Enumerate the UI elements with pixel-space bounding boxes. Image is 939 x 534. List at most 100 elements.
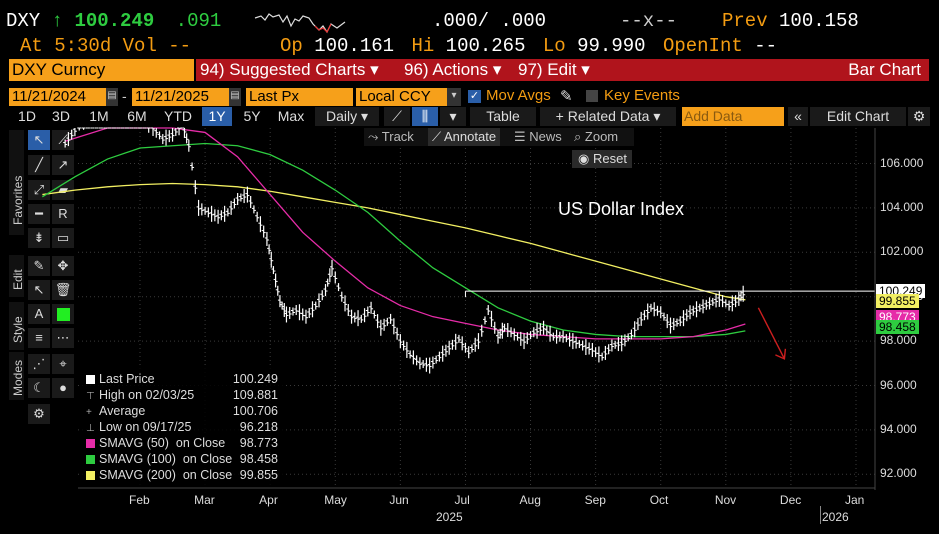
track-button[interactable]: ⤳ Track [368,129,414,145]
bid-ask: .000/ .000 [432,10,547,32]
header-row-1: DXY ↑ 100.249 .091 [6,10,221,32]
news-button[interactable]: ☰ News [514,129,562,145]
segment-icon[interactable]: ╱ [28,155,50,175]
period-1m[interactable]: 1M [89,108,109,124]
period-1d[interactable]: 1D [18,108,36,124]
period-1y[interactable]: 1Y [202,107,232,126]
mov-avgs-label[interactable]: Mov Avgs [486,87,551,104]
legend-row[interactable]: ⊥ Low on 09/17/25 96.218 [86,420,278,436]
legend-row[interactable]: + Average 100.706 [86,404,278,420]
key-events-checkbox[interactable] [586,90,598,102]
x-tick-label: Oct [649,493,669,507]
zoom-label: Zoom [584,129,619,144]
chart-type-label[interactable]: Bar Chart [603,59,929,81]
table-button[interactable]: Table [470,107,536,126]
pencil-icon[interactable]: ✎ [28,256,50,276]
vol-value: -- [168,35,192,57]
key-events-label[interactable]: Key Events [604,87,680,104]
add-data-input[interactable]: Add Data [682,107,784,126]
edit-chart-button[interactable]: Edit Chart [810,107,906,126]
dashed-icon[interactable]: ⋰ [28,354,50,374]
period-max[interactable]: Max [277,108,305,124]
channel-icon[interactable]: ▰ [52,180,74,200]
legend-value: 98.458 [239,452,278,466]
zoom-button[interactable]: ⌕ Zoom [574,129,618,145]
double-chevron-left-icon[interactable]: « [788,107,808,126]
legend-label: High on 02/03/25 [99,388,195,402]
color-swatch-icon[interactable] [52,304,74,324]
magnet-icon[interactable]: ☾ [28,378,50,398]
period-ytd[interactable]: YTD [164,108,192,124]
legend-row[interactable]: SMAVG (100) on Close 98.458 [86,452,278,467]
end-date-input[interactable]: 11/21/2025 [132,88,231,106]
reset-button[interactable]: ◉ Reset [572,150,632,168]
legend-row[interactable]: Last Price 100.249 [86,372,278,387]
gear-icon[interactable]: ⚙ [908,107,930,126]
date-separator: - [122,88,127,104]
palette-icon[interactable]: ● [52,378,74,398]
vol-label: Vol [122,35,157,57]
related-data-button[interactable]: + Related Data ▾ [540,107,676,126]
legend-label: SMAVG (100) on Close [99,452,233,466]
bar-chart-icon[interactable]: ⫼ [412,107,438,126]
edit-menu[interactable]: 97) Edit ▾ [514,59,603,81]
edit-tab[interactable] [9,255,24,297]
favorites-tab[interactable] [9,130,24,235]
rectangle-icon[interactable]: ▭ [52,228,74,248]
pencil-icon[interactable]: ✎ [560,88,573,105]
frequency-select[interactable]: Daily ▾ [315,107,379,126]
news-icon: ☰ [514,129,530,144]
calendar-icon[interactable]: ▤ [106,88,118,106]
trash-icon[interactable]: 🗑 [52,280,74,300]
period-3d[interactable]: 3D [52,108,70,124]
calendar-icon[interactable]: ▤ [229,88,241,106]
legend-label: Low on 09/17/25 [99,420,192,434]
select-plus-icon[interactable]: ↖ [28,280,50,300]
fib-icon[interactable]: ⇟ [28,228,50,248]
op-label: Op [280,35,303,57]
mov-avgs-checkbox[interactable]: ✓ [468,90,481,103]
actions-menu[interactable]: 96) Actions ▾ [400,59,514,81]
move-icon[interactable]: ✥ [52,256,74,276]
period-6m[interactable]: 6M [127,108,147,124]
ticker[interactable]: DXY [6,10,41,32]
y-tick-label: 92.000 [880,466,917,481]
period-5y[interactable]: 5Y [243,108,261,124]
text-r-icon[interactable]: R [52,204,74,224]
field-select[interactable]: Last Px [246,88,353,106]
x-tick-label: Jun [389,493,409,507]
currency-select[interactable]: Local CCY [356,88,449,106]
x-tick-label: Feb [129,493,150,507]
x-tick-label: Jan [845,493,865,507]
style-tab[interactable] [9,302,24,350]
security-field[interactable]: DXY Curncy [9,59,194,81]
prev-value: 100.158 [779,10,859,32]
hline-icon[interactable]: ━ [28,204,50,224]
line-style-icon[interactable]: ⋯ [52,328,74,348]
chart-style-icon[interactable]: ▾ [440,107,466,126]
red-arrow-head [775,348,787,360]
line-chart-icon[interactable]: ⟋ [384,107,410,126]
suggested-charts-menu[interactable]: 94) Suggested Charts ▾ [196,59,400,81]
value-chip: 98.458 [876,320,919,335]
snap-icon[interactable]: ⌖ [52,354,74,374]
line-weight-icon[interactable]: ≡ [28,328,50,348]
pointer-icon[interactable]: ↖ [28,130,50,150]
legend-row[interactable]: SMAVG (50) on Close 98.773 [86,436,278,451]
annotate-label: Annotate [444,129,497,144]
settings-icon[interactable]: ⚙ [28,404,50,424]
modes-tab[interactable] [9,352,24,400]
op-value: 100.161 [314,35,395,57]
legend-row[interactable]: SMAVG (200) on Close 99.855 [86,468,278,483]
y-tick-label: 98.000 [880,333,917,348]
legend-row[interactable]: ⊤ High on 02/03/25 109.881 [86,388,278,404]
annotate-button[interactable]: ⟋ Annotate [428,128,501,146]
ray-icon[interactable]: ↗ [52,155,74,175]
start-date-input[interactable]: 11/21/2024 [9,88,108,106]
time: 5:30d [54,35,112,57]
font-icon[interactable]: A [28,304,50,324]
x-tick-label: Dec [779,493,802,507]
series-line-smavg-200- [42,182,746,301]
chevron-down-icon[interactable]: ▾ [447,88,461,106]
y-tick-label: 102.000 [880,244,924,259]
